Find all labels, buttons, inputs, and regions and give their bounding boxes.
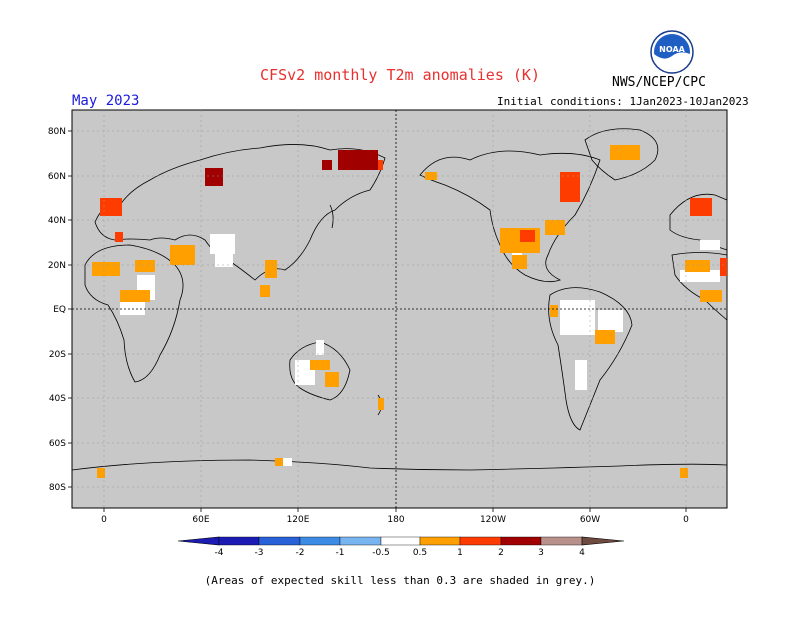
lat-label: 40S xyxy=(49,394,66,404)
lon-label: 0 xyxy=(683,515,689,525)
colorbar-arrow-right xyxy=(581,536,625,546)
lat-label: 60S xyxy=(49,439,66,449)
lon-label: 180 xyxy=(387,515,404,525)
colorbar-tick-label: 1 xyxy=(457,548,463,558)
colorbar-segments xyxy=(177,536,625,546)
lat-label: 80N xyxy=(48,127,66,137)
lat-label: 20S xyxy=(49,350,66,360)
colorbar-tick-label: -4 xyxy=(215,548,224,558)
lat-label: EQ xyxy=(53,305,66,315)
coastlines xyxy=(71,128,728,471)
colorbar-tick-label: -2 xyxy=(296,548,305,558)
footnote: (Areas of expected skill less than 0.3 a… xyxy=(204,574,596,587)
colorbar-arrow-left xyxy=(177,536,220,546)
agency-label: NWS/NCEP/CPC xyxy=(612,75,706,90)
anomaly-patches xyxy=(92,145,727,478)
initial-conditions-label: Initial conditions: 1Jan2023-10Jan2023 xyxy=(497,95,749,108)
forecast-month-label: May 2023 xyxy=(72,93,140,109)
colorbar-tick-label: -3 xyxy=(255,548,264,558)
colorbar-tick-label: 0.5 xyxy=(413,548,427,558)
lat-label: 40N xyxy=(48,216,66,226)
lon-label: 0 xyxy=(101,515,107,525)
colorbar-tick-label: 4 xyxy=(579,548,585,558)
lat-label: 80S xyxy=(49,483,66,493)
colorbar-segment xyxy=(419,536,461,546)
noaa-logo: NOAA xyxy=(650,30,694,74)
colorbar-ticks: -4 -3 -2 -1 -0.5 0.5 1 2 3 4 xyxy=(215,548,586,558)
grid-lines xyxy=(72,110,727,508)
colorbar-segment xyxy=(299,536,341,546)
colorbar-tick-label: 3 xyxy=(538,548,544,558)
colorbar-tick-label: 2 xyxy=(498,548,504,558)
colorbar-tick-label: -0.5 xyxy=(372,548,390,558)
map-title: CFSv2 monthly T2m anomalies (K) xyxy=(260,66,540,84)
lon-label: 60E xyxy=(192,515,209,525)
colorbar-segment xyxy=(540,536,583,546)
colorbar-segment xyxy=(218,536,260,546)
lon-label: 60W xyxy=(580,515,600,525)
colorbar-segment xyxy=(339,536,382,546)
lat-label: 20N xyxy=(48,261,66,271)
logo-text: NOAA xyxy=(659,45,685,54)
colorbar-segment xyxy=(500,536,542,546)
colorbar-segment xyxy=(459,536,502,546)
lon-label: 120W xyxy=(480,515,506,525)
reference-lines xyxy=(72,110,727,508)
lon-label: 120E xyxy=(287,515,310,525)
colorbar-tick-label: -1 xyxy=(336,548,345,558)
lat-axis: 80N 60N 40N 20N EQ 20S 40S 60S 80S xyxy=(48,127,72,493)
colorbar-segment xyxy=(380,536,421,546)
lon-axis: 0 60E 120E 180 120W 60W 0 xyxy=(101,508,689,525)
colorbar-segment xyxy=(258,536,301,546)
lat-label: 60N xyxy=(48,172,66,182)
